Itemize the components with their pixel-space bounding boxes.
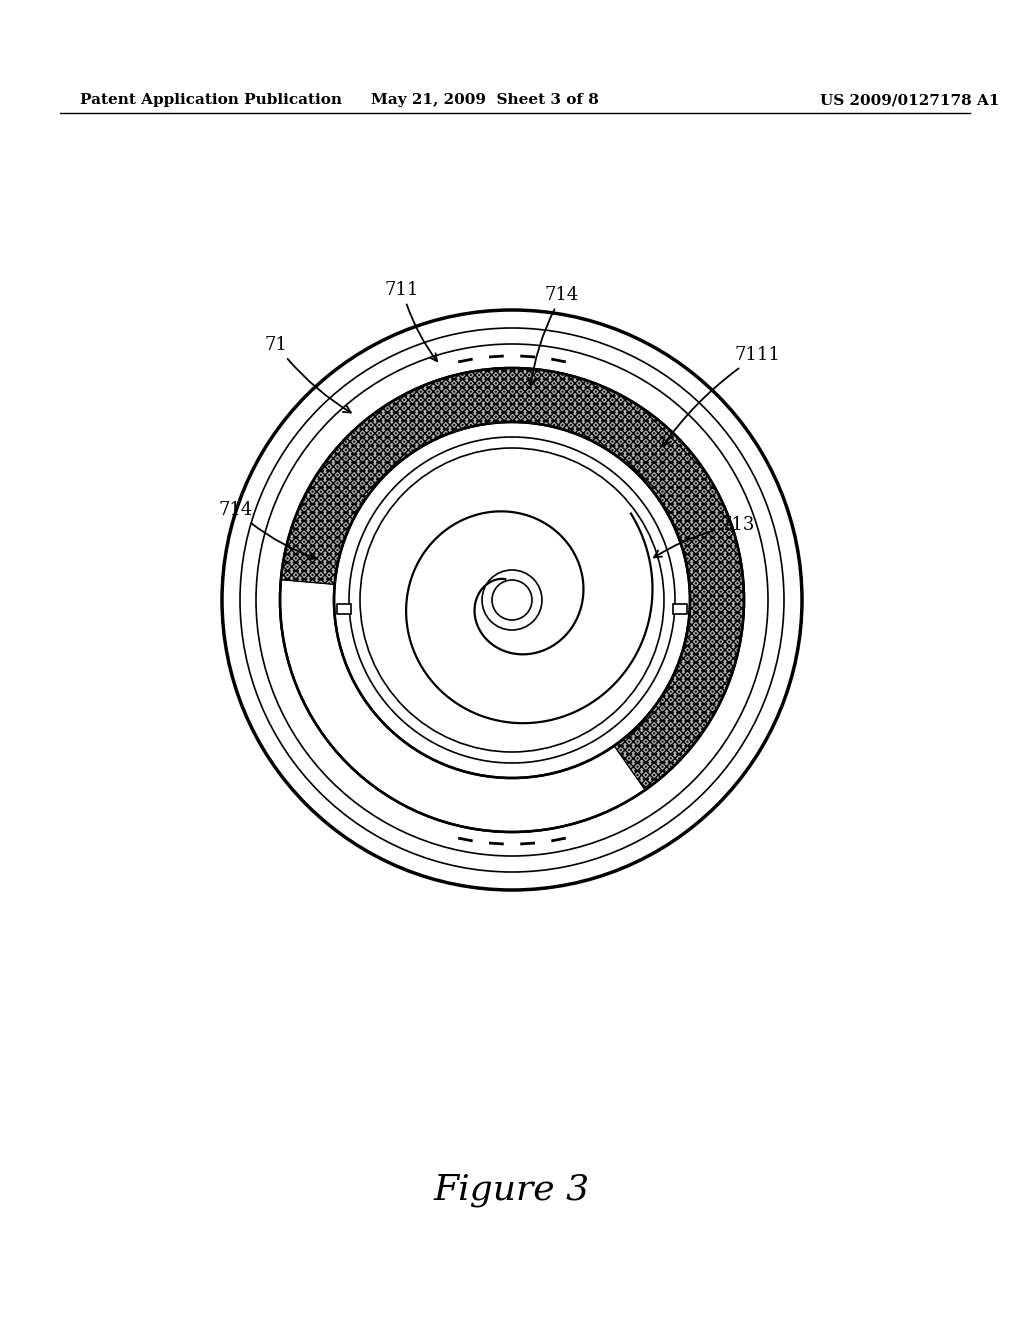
Bar xyxy=(337,603,351,614)
Text: 714: 714 xyxy=(528,286,580,385)
Text: 711: 711 xyxy=(385,281,437,362)
Wedge shape xyxy=(281,368,744,791)
Text: 71: 71 xyxy=(265,337,351,413)
Text: May 21, 2009  Sheet 3 of 8: May 21, 2009 Sheet 3 of 8 xyxy=(371,92,599,107)
Text: US 2009/0127178 A1: US 2009/0127178 A1 xyxy=(820,92,999,107)
Text: 714: 714 xyxy=(218,502,315,560)
Text: 7111: 7111 xyxy=(663,346,781,446)
Bar xyxy=(673,603,687,614)
Text: Figure 3: Figure 3 xyxy=(434,1173,590,1206)
Text: Patent Application Publication: Patent Application Publication xyxy=(80,92,342,107)
Text: 713: 713 xyxy=(654,516,755,557)
